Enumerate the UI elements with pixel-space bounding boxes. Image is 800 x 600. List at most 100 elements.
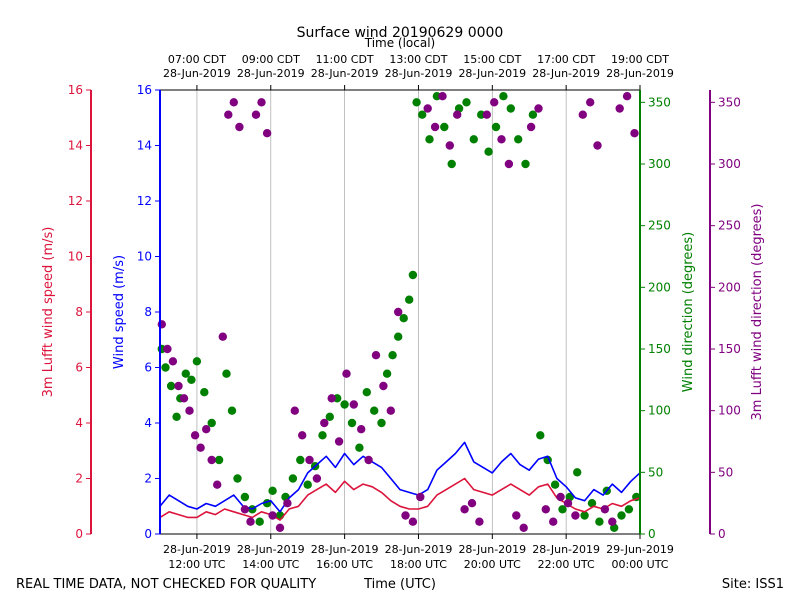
3m-lufft-wind-direction-point	[196, 443, 205, 452]
wind-direction-point	[484, 147, 493, 156]
3m-lufft-wind-direction-point	[571, 511, 580, 520]
wind-direction-point	[222, 369, 231, 378]
3m-lufft-wind-direction-point	[586, 98, 595, 107]
3m-lufft-wind-direction-point	[364, 455, 373, 465]
top-tick-label-date: 28-Jun-2019	[385, 67, 453, 80]
wind-direction-point	[595, 517, 604, 526]
3m-lufft-wind-direction-point	[467, 499, 477, 508]
lufft_direction-tick-label: 200	[718, 280, 741, 294]
wind-direction-point	[355, 443, 364, 452]
3m-lufft-wind-direction-point	[235, 122, 244, 132]
lufft_speed-axis-label: 3m Lufft wind speed (m/s)	[41, 227, 56, 398]
wind-direction-point	[408, 270, 418, 280]
3m-lufft-wind-direction-point	[504, 159, 514, 169]
top-tick-label-time: 11:00 CDT	[316, 53, 374, 66]
bottom-tick-label-date: 28-Jun-2019	[237, 543, 305, 556]
3m-lufft-wind-direction-point	[251, 110, 261, 119]
3m-lufft-wind-direction-point	[563, 499, 573, 508]
lufft_speed-tick-label: 10	[68, 250, 83, 264]
wind-direction-point	[499, 92, 508, 101]
top-tick-label-date: 28-Jun-2019	[458, 67, 526, 80]
chart-title: Surface wind 20190629 0000	[297, 25, 504, 41]
wind-direction-point	[255, 517, 264, 526]
wind-direction-point	[617, 511, 626, 520]
lufft_direction-tick-label: 50	[718, 465, 733, 479]
wind-direction-point	[166, 381, 176, 391]
3m-lufft-wind-direction-point	[240, 505, 250, 514]
top-tick-label-date: 28-Jun-2019	[237, 67, 305, 80]
wind-direction-point	[288, 474, 298, 483]
3m-lufft-wind-direction-point	[519, 523, 528, 532]
bottom-tick-label-time: 18:00 UTC	[390, 558, 447, 571]
wind-direction-point	[558, 505, 567, 514]
3m-lufft-wind-direction-point	[423, 104, 432, 113]
lufft_speed-tick-label: 14	[68, 139, 83, 153]
3m-lufft-wind-direction-point	[622, 92, 632, 101]
3m-lufft-wind-direction-point	[401, 511, 410, 520]
wind-direction-point	[506, 104, 515, 113]
wind-direction-point	[573, 468, 582, 477]
3m-lufft-wind-direction-point	[305, 455, 314, 465]
wind-direction-point	[172, 412, 181, 421]
wind-direction-point	[296, 455, 305, 465]
3m-lufft-wind-direction-point	[320, 418, 329, 428]
bottom-tick-label-time: 22:00 UTC	[538, 558, 595, 571]
wind-direction-point	[405, 295, 414, 304]
wind-direction-point	[362, 388, 371, 397]
3m-lufft-wind-direction-point	[202, 425, 211, 434]
top-tick-label-date: 28-Jun-2019	[311, 67, 379, 80]
wind-direction-point	[394, 332, 403, 341]
top-axis-label: Time (local)	[364, 36, 436, 50]
lufft_speed-tick-label: 4	[75, 416, 83, 430]
wind-direction-point	[521, 159, 530, 169]
lufft_speed-tick-label: 0	[75, 527, 83, 541]
3m-lufft-wind-direction-point	[342, 369, 351, 378]
3m-lufft-wind-direction-point	[168, 357, 178, 366]
3m-lufft-wind-direction-point	[246, 517, 255, 526]
3m-lufft-wind-direction-point	[549, 517, 558, 526]
3m-lufft-wind-direction-point	[262, 129, 272, 138]
3m-lufft-wind-direction-point	[600, 505, 610, 514]
direction-tick-label: 250	[648, 219, 671, 233]
wind-direction-point	[624, 505, 634, 514]
lufft_speed-tick-label: 16	[68, 83, 83, 97]
speed-tick-label: 8	[144, 305, 152, 319]
direction-tick-label: 0	[648, 527, 656, 541]
bottom-tick-label-date: 29-Jun-2019	[606, 543, 674, 556]
wind-direction-point	[181, 369, 190, 378]
3m-lufft-wind-direction-point	[630, 129, 639, 138]
wind-direction-point	[469, 135, 478, 144]
direction-tick-label: 150	[648, 342, 671, 356]
top-tick-label-date: 28-Jun-2019	[163, 67, 231, 80]
bottom-tick-label-date: 28-Jun-2019	[163, 543, 231, 556]
3m-lufft-wind-direction-point	[416, 492, 425, 502]
direction-tick-label: 200	[648, 280, 671, 294]
direction-tick-label: 300	[648, 157, 671, 171]
3m-lufft-wind-direction-point	[445, 141, 454, 150]
bottom-axis-label: Time (UTC)	[363, 577, 436, 592]
wind-direction-point	[580, 511, 589, 520]
top-tick-label-time: 09:00 CDT	[242, 53, 300, 66]
3m-lufft-wind-direction-point	[541, 505, 550, 514]
wind-direction-point	[207, 418, 216, 428]
speed-tick-label: 12	[137, 194, 152, 208]
3m-lufft-wind-direction-point	[438, 92, 447, 101]
3m-lufft-wind-direction-point	[290, 406, 299, 415]
wind-direction-point	[382, 369, 392, 378]
3m-lufft-wind-direction-point	[179, 394, 189, 403]
direction-tick-label: 350	[648, 95, 671, 109]
3m-lufft-wind-direction-point	[357, 425, 366, 434]
3m-lufft-wind-direction-point	[327, 394, 336, 403]
lufft_direction-tick-label: 0	[718, 527, 726, 541]
bottom-tick-label-date: 28-Jun-2019	[311, 543, 379, 556]
wind-direction-point	[318, 431, 327, 440]
3m-lufft-wind-direction-point	[497, 135, 506, 144]
wind-direction-point	[587, 499, 597, 508]
3m-lufft-wind-direction-point	[556, 492, 565, 502]
wind-direction-point	[325, 412, 334, 421]
wind-direction-point	[536, 431, 545, 440]
top-tick-label-time: 15:00 CDT	[463, 53, 521, 66]
speed-tick-label: 6	[144, 361, 152, 375]
3m-lufft-wind-direction-point	[190, 431, 200, 440]
